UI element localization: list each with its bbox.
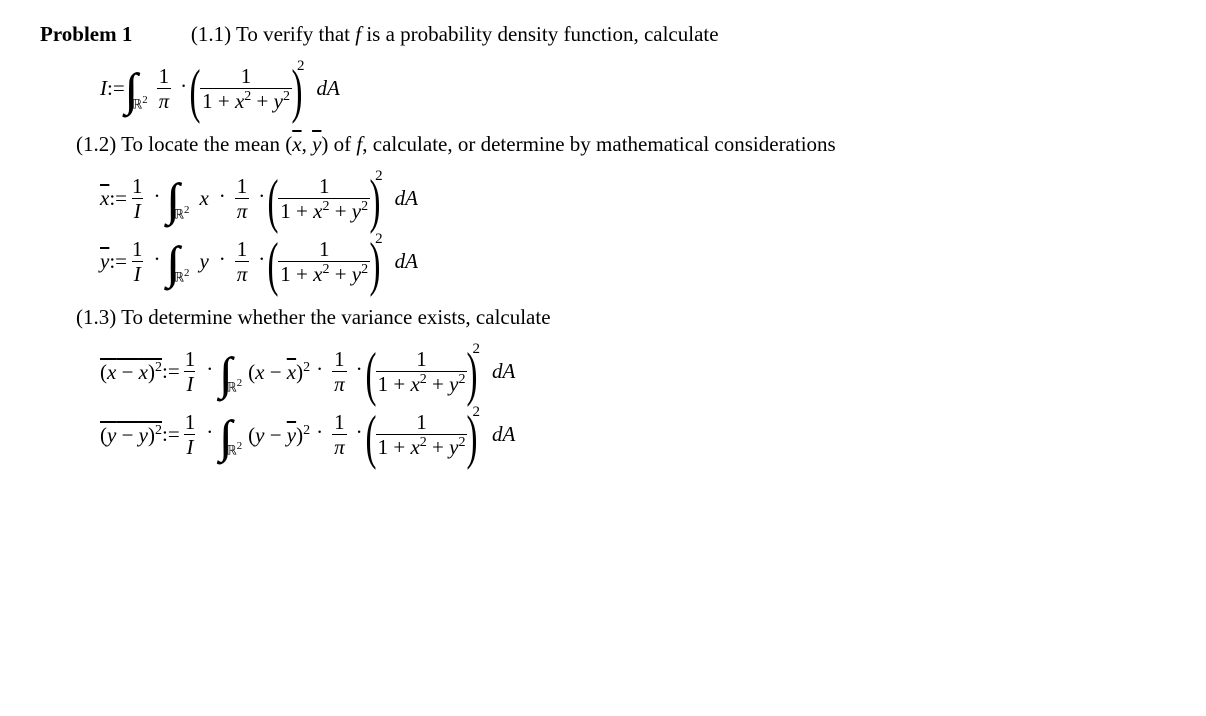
part-1-2-text-b: , calculate, or determine by mathematica… (362, 132, 835, 156)
x-minus-xbar-sq: (x − x)2 (248, 361, 310, 383)
part-1-1-text-a: To verify that (236, 22, 355, 46)
equation-vary: (y − y)2 := 1 I · ∫∫ ℝ2 (y − y)2 · 1 π ·… (100, 411, 1166, 458)
lhs-vary: (y − y)2 (100, 424, 162, 446)
equation-ybar: y := 1 I · ∫∫ ℝ2 y · 1 π · ( 1 1 + x2 + … (100, 238, 1166, 285)
part-1-1-text-b: is a probability density function, calcu… (361, 22, 718, 46)
part-1-3-line: (1.3) To determine whether the variance … (76, 305, 1166, 330)
y-minus-ybar-sq: (y − y)2 (248, 424, 310, 446)
part-1-1-label: (1.1) (191, 22, 231, 47)
equation-varx: (x − x)2 := 1 I · ∫∫ ℝ2 (x − x)2 · 1 π ·… (100, 348, 1166, 458)
ybar: y (312, 132, 321, 156)
double-integral-icon: ∫∫ (219, 357, 220, 392)
double-integral-icon: ∫∫ (167, 183, 168, 218)
part-1-2-line: (1.2) To locate the mean (x, y) of f, ca… (76, 132, 1166, 157)
math-row: (x − x)2 := 1 I · ∫∫ ℝ2 (x − x)2 · 1 π ·… (100, 348, 1166, 395)
lhs-varx: (x − x)2 (100, 361, 162, 383)
double-integral-icon: ∫∫ (167, 246, 168, 281)
inner-frac: 1 1 + x2 + y2 (200, 65, 292, 112)
big-lparen-icon: ( (190, 70, 201, 112)
double-integral-icon: ∫∫ (219, 420, 220, 455)
part-1-3-text: To determine whether the variance exists… (121, 305, 550, 329)
outer-square: 2 (297, 59, 305, 74)
big-rparen-icon: ) (291, 70, 302, 112)
part-1-3-label: (1.3) (76, 305, 116, 330)
cdot-icon: · (180, 76, 187, 97)
lhs-xbar: x (100, 188, 109, 209)
equation-xbar: x := 1 I · ∫∫ ℝ2 x · 1 π · ( 1 1 + x2 + … (100, 175, 1166, 285)
xbar: x (292, 132, 301, 156)
equation-I: I := ∫∫ ℝ2 1 π · ( 1 1 + x2 + y2 ) 2 dA (100, 65, 1166, 112)
one-over-I: 1 I (130, 175, 145, 222)
one-over-pi: 1 π (157, 65, 172, 112)
problem-header: Problem 1 (1.1) To verify that f is a pr… (40, 22, 1166, 47)
y-factor: y (199, 251, 208, 272)
math-row: I := ∫∫ ℝ2 1 π · ( 1 1 + x2 + y2 ) 2 dA (100, 65, 1166, 112)
assign-symbol: := (107, 78, 125, 99)
x-factor: x (199, 188, 208, 209)
dA: dA (316, 78, 339, 99)
double-integral-icon: ∫∫ (125, 73, 126, 108)
denominator: 1 + x2 + y2 (200, 88, 292, 112)
problem-label: Problem 1 (40, 22, 132, 46)
math-row: x := 1 I · ∫∫ ℝ2 x · 1 π · ( 1 1 + x2 + … (100, 175, 1166, 222)
integral-domain: ℝ2 (132, 95, 148, 110)
part-1-2-label: (1.2) (76, 132, 116, 157)
lhs-I: I (100, 78, 107, 99)
part-1-2-text-a: To locate the mean (121, 132, 285, 156)
lhs-ybar: y (100, 251, 109, 272)
